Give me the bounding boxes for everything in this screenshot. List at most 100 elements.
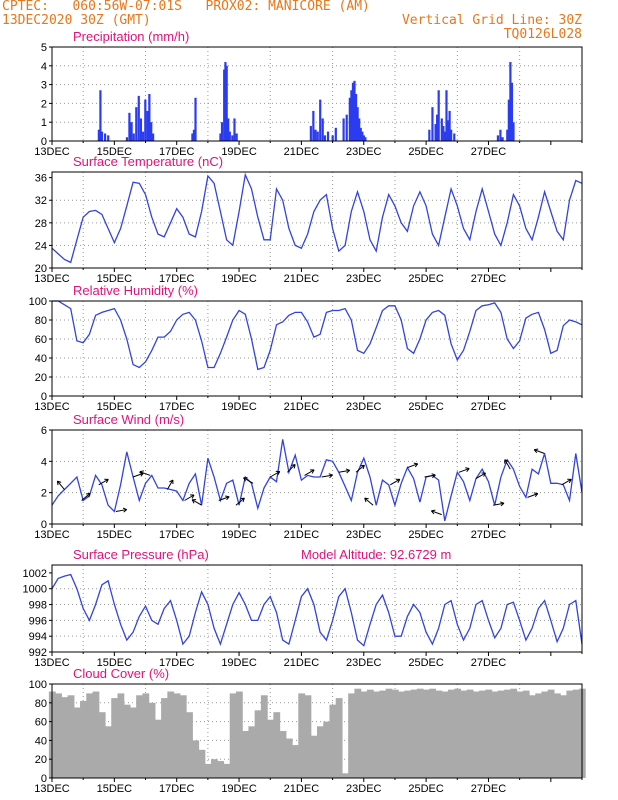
wind-arrow	[504, 459, 511, 470]
wind-arrow-head	[397, 479, 401, 484]
precip-bar	[331, 135, 334, 141]
cloud-cover-bar	[348, 693, 356, 778]
y-tick-label: 0	[41, 136, 47, 148]
wind-arrow-head	[57, 480, 62, 483]
cloud-cover-bar	[310, 735, 318, 778]
y-tick-label: 4	[41, 61, 47, 73]
wind-arrow	[166, 479, 174, 490]
y-tick-label: 0	[41, 519, 47, 531]
y-tick-label: 1002	[23, 568, 47, 580]
precip-bar	[235, 133, 238, 141]
x-tick-label: 19DEC	[221, 657, 257, 669]
y-tick-label: 100	[29, 679, 47, 691]
precip-bar	[348, 97, 351, 141]
cloud-cover-bar	[516, 691, 524, 778]
precip-bar	[443, 131, 447, 141]
precip-bar	[219, 133, 222, 141]
cloud-cover-bar	[254, 710, 262, 778]
x-tick-label: 13DEC	[34, 146, 70, 158]
cloud-cover-bar	[416, 688, 424, 778]
cloud-cover-bar	[186, 712, 193, 778]
wind-arrow-head	[277, 471, 281, 476]
wind-arrow	[218, 496, 230, 501]
cloud-cover-bar	[423, 689, 430, 778]
x-tick-label: 21DEC	[284, 783, 320, 795]
x-tick-label: 25DEC	[408, 401, 444, 413]
precip-bar	[323, 135, 326, 141]
cloud-cover-bar	[373, 691, 380, 778]
precip-bar	[434, 124, 437, 141]
cloud-cover-bar	[73, 707, 81, 778]
cloud-cover-bar	[491, 691, 499, 778]
precip-bar	[99, 90, 102, 141]
cloud-cover-bar	[167, 691, 175, 778]
precip-bar	[506, 129, 509, 141]
wind-arrow-head	[122, 507, 127, 511]
cloud-cover-bar	[154, 719, 162, 778]
precip-bar	[144, 99, 147, 141]
cloud-cover-bar	[55, 693, 62, 778]
x-tick-label: 19DEC	[221, 146, 257, 158]
cloud-cover-bar	[179, 695, 187, 778]
wind-arrow-head	[483, 472, 486, 477]
wind-arrow	[561, 478, 572, 486]
x-tick-label: 19DEC	[221, 273, 257, 285]
y-tick-label: 3	[41, 80, 47, 92]
wind-arrow-head	[533, 449, 538, 454]
cloud-cover-bar	[529, 695, 536, 778]
cloud-cover-bar	[105, 726, 112, 778]
precip-bar	[231, 135, 234, 141]
precip-bar	[225, 65, 228, 141]
cloud-cover-bar	[248, 726, 256, 778]
precip-bar	[448, 110, 451, 141]
cloud-cover-bar	[379, 690, 387, 778]
precip-bar	[364, 137, 367, 141]
wind-arrow-head	[431, 509, 436, 512]
x-tick-label: 27DEC	[471, 401, 507, 413]
x-tick-label: 17DEC	[159, 783, 195, 795]
wind-arrow	[235, 497, 245, 506]
precip-bar	[442, 125, 445, 141]
y-tick-label: 4	[41, 456, 47, 468]
wind-arrow-head	[430, 510, 435, 515]
y-tick-label: 80	[35, 698, 47, 710]
cloud-cover-bar	[472, 691, 480, 778]
y-tick-label: 998	[29, 600, 47, 612]
wind-arrow	[364, 497, 374, 506]
cloud-cover-bar	[547, 689, 555, 778]
precip-bar	[350, 90, 353, 141]
wind-arrow	[355, 464, 365, 473]
cloud-cover-bar	[86, 693, 94, 778]
y-tick-label: 0	[41, 391, 47, 403]
wind-arrow	[191, 499, 202, 506]
precip-bar	[220, 122, 224, 141]
wind-arrow	[139, 471, 151, 476]
header-model-id: TQ0126L028	[503, 27, 582, 42]
precip-bar	[326, 131, 330, 141]
precip-bar	[227, 118, 230, 141]
x-tick-label: 15DEC	[97, 783, 133, 795]
wind-arrow	[407, 463, 418, 469]
cloud-cover-bar	[541, 691, 549, 778]
wind-arrow-head	[139, 471, 143, 476]
wind-arrow-head	[56, 481, 59, 486]
cloud-cover-bar	[404, 690, 412, 778]
series-line	[51, 439, 583, 522]
precip-bar	[192, 129, 196, 141]
wind-arrow	[304, 469, 315, 476]
y-tick-label: 1	[41, 117, 47, 129]
cloud-cover-bar	[211, 759, 218, 778]
x-tick-label: 27DEC	[471, 529, 507, 541]
cloud-cover-bar	[304, 695, 312, 778]
cloud-cover-bar	[522, 690, 530, 778]
cloud-cover-bar	[398, 691, 405, 778]
y-tick-label: 32	[35, 195, 47, 207]
precip-bar	[312, 110, 315, 141]
wind-arrow-head	[466, 468, 470, 472]
wind-arrow-head	[88, 493, 91, 498]
header-date: 13DEC2020 30Z (GMT)	[2, 13, 151, 28]
y-tick-label: 40	[35, 353, 47, 365]
chart-title: Surface Pressure (hPa)	[73, 547, 209, 562]
wind-arrow	[269, 471, 281, 478]
wind-arrow-head	[360, 464, 365, 467]
